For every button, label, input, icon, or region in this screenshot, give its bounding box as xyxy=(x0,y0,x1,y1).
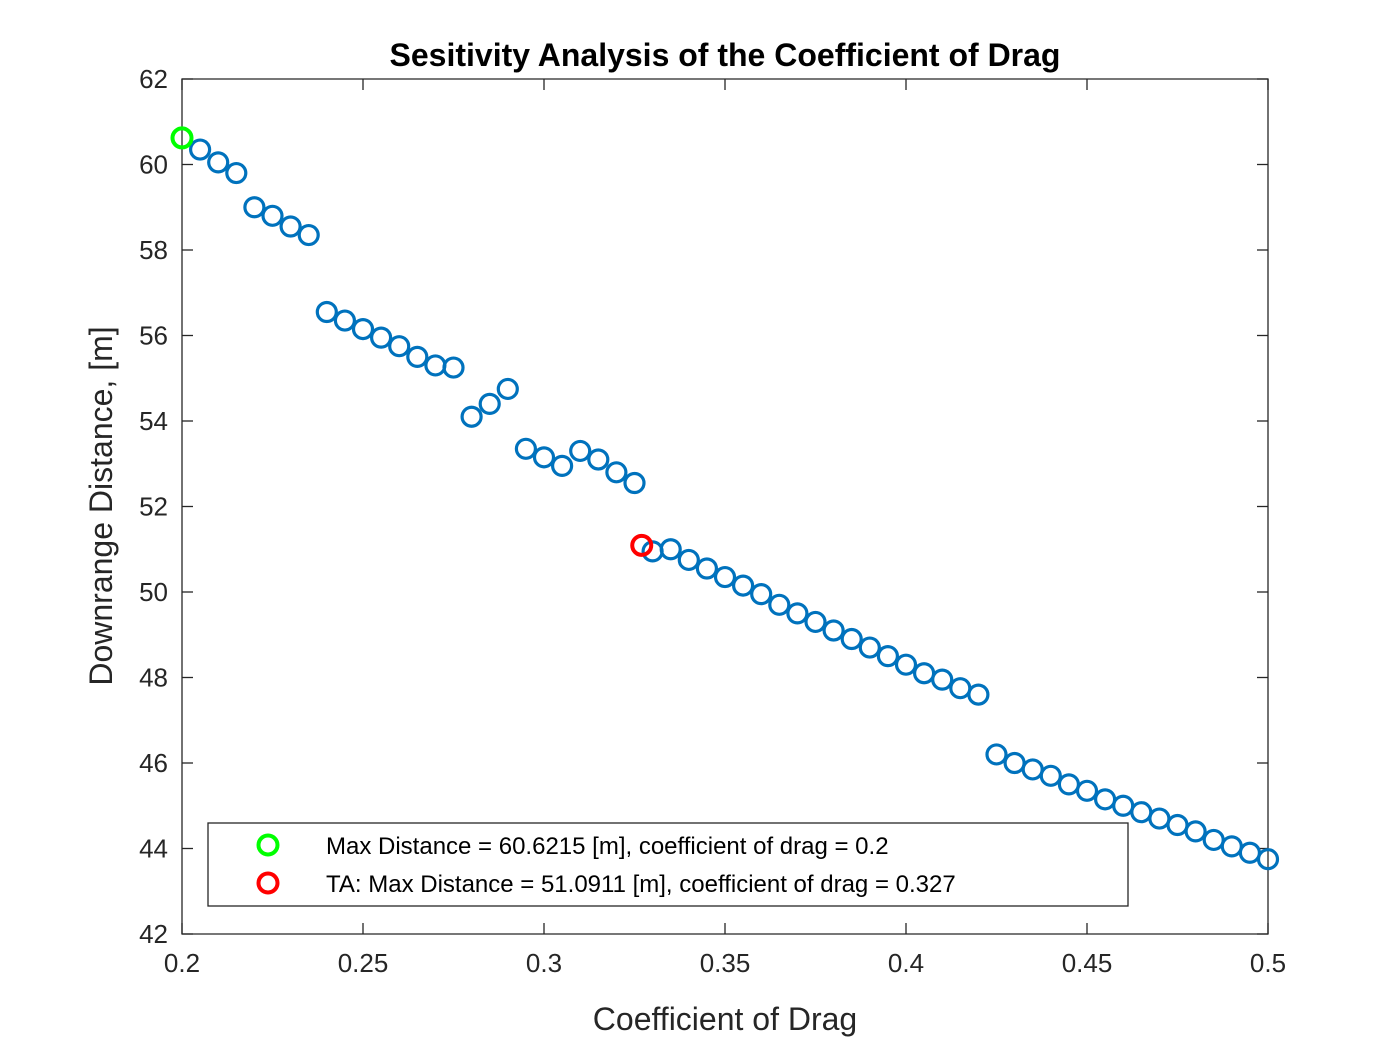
data-point xyxy=(442,356,465,379)
data-point xyxy=(623,471,646,495)
data-point xyxy=(1075,779,1099,802)
data-point xyxy=(931,668,954,691)
y-tick-label: 42 xyxy=(139,919,168,949)
data-point xyxy=(804,610,827,634)
data-point xyxy=(207,151,230,174)
data-point xyxy=(786,602,809,625)
y-tick-label: 52 xyxy=(139,492,168,522)
x-tick-label: 0.2 xyxy=(164,948,200,978)
data-point xyxy=(659,538,682,561)
y-tick-label: 48 xyxy=(139,663,168,693)
legend: Max Distance = 60.6215 [m], coefficient … xyxy=(207,822,1129,907)
legend-marker-max xyxy=(256,833,280,857)
x-axis-ticks: 0.2 0.25 0.3 0.35 0.4 0.45 0.5 xyxy=(164,79,1286,978)
data-point xyxy=(587,448,610,471)
data-point xyxy=(243,196,266,219)
legend-box xyxy=(207,822,1129,907)
data-point xyxy=(406,345,429,368)
x-tick-label: 0.4 xyxy=(888,948,924,978)
data-point xyxy=(261,204,284,227)
data-point xyxy=(279,215,302,238)
data-point xyxy=(677,548,700,572)
data-point xyxy=(894,653,918,676)
data-point xyxy=(351,317,375,341)
chart-title: Sesitivity Analysis of the Coefficient o… xyxy=(390,37,1061,73)
data-point xyxy=(1039,764,1062,787)
data-point xyxy=(388,335,411,358)
data-point xyxy=(695,557,719,580)
data-point xyxy=(370,326,393,349)
x-tick-label: 0.25 xyxy=(338,948,389,978)
data-point xyxy=(768,593,791,616)
plot-area xyxy=(182,79,1268,934)
y-tick-label: 54 xyxy=(139,406,168,436)
data-point xyxy=(189,138,212,161)
data-point xyxy=(876,645,900,668)
data-point xyxy=(605,461,628,484)
y-axis-ticks: 42 44 46 48 50 52 54 56 58 60 62 xyxy=(139,64,1268,949)
y-tick-label: 60 xyxy=(139,150,168,180)
data-point xyxy=(967,683,990,706)
data-point xyxy=(713,565,737,589)
data-point xyxy=(569,439,592,463)
data-point xyxy=(333,309,356,332)
data-point xyxy=(478,392,501,415)
data-point xyxy=(496,377,519,401)
x-tick-label: 0.35 xyxy=(700,948,751,978)
data-point xyxy=(315,300,338,324)
y-tick-label: 58 xyxy=(139,235,168,265)
y-tick-label: 56 xyxy=(139,321,168,351)
max-distance-point xyxy=(170,126,194,150)
data-point xyxy=(840,627,863,651)
data-point xyxy=(985,743,1008,766)
data-point xyxy=(822,619,845,642)
data-point xyxy=(532,446,556,469)
data-point xyxy=(225,161,248,185)
y-tick-label: 44 xyxy=(139,834,168,864)
x-tick-label: 0.3 xyxy=(526,948,562,978)
data-points xyxy=(170,126,1280,871)
data-point xyxy=(750,583,773,606)
y-tick-label: 50 xyxy=(139,577,168,607)
legend-marker-ta xyxy=(256,871,280,895)
data-point xyxy=(1256,848,1280,871)
y-tick-label: 62 xyxy=(139,64,168,94)
data-point xyxy=(1184,820,1207,843)
data-point xyxy=(514,437,538,460)
data-point xyxy=(460,405,483,428)
y-axis-label: Downrange Distance, [m] xyxy=(83,326,119,685)
y-tick-label: 46 xyxy=(139,748,168,778)
x-axis-label: Coefficient of Drag xyxy=(593,1001,857,1037)
ta-max-distance-point xyxy=(630,533,654,557)
x-tick-label: 0.45 xyxy=(1062,948,1113,978)
data-point xyxy=(550,454,574,477)
data-point xyxy=(297,223,320,247)
data-point xyxy=(731,574,755,597)
legend-entry-ta: TA: Max Distance = 51.0911 [m], coeffici… xyxy=(326,871,956,898)
legend-entry-max: Max Distance = 60.6215 [m], coefficient … xyxy=(326,833,889,860)
x-tick-label: 0.5 xyxy=(1250,948,1286,978)
data-point xyxy=(858,636,881,659)
